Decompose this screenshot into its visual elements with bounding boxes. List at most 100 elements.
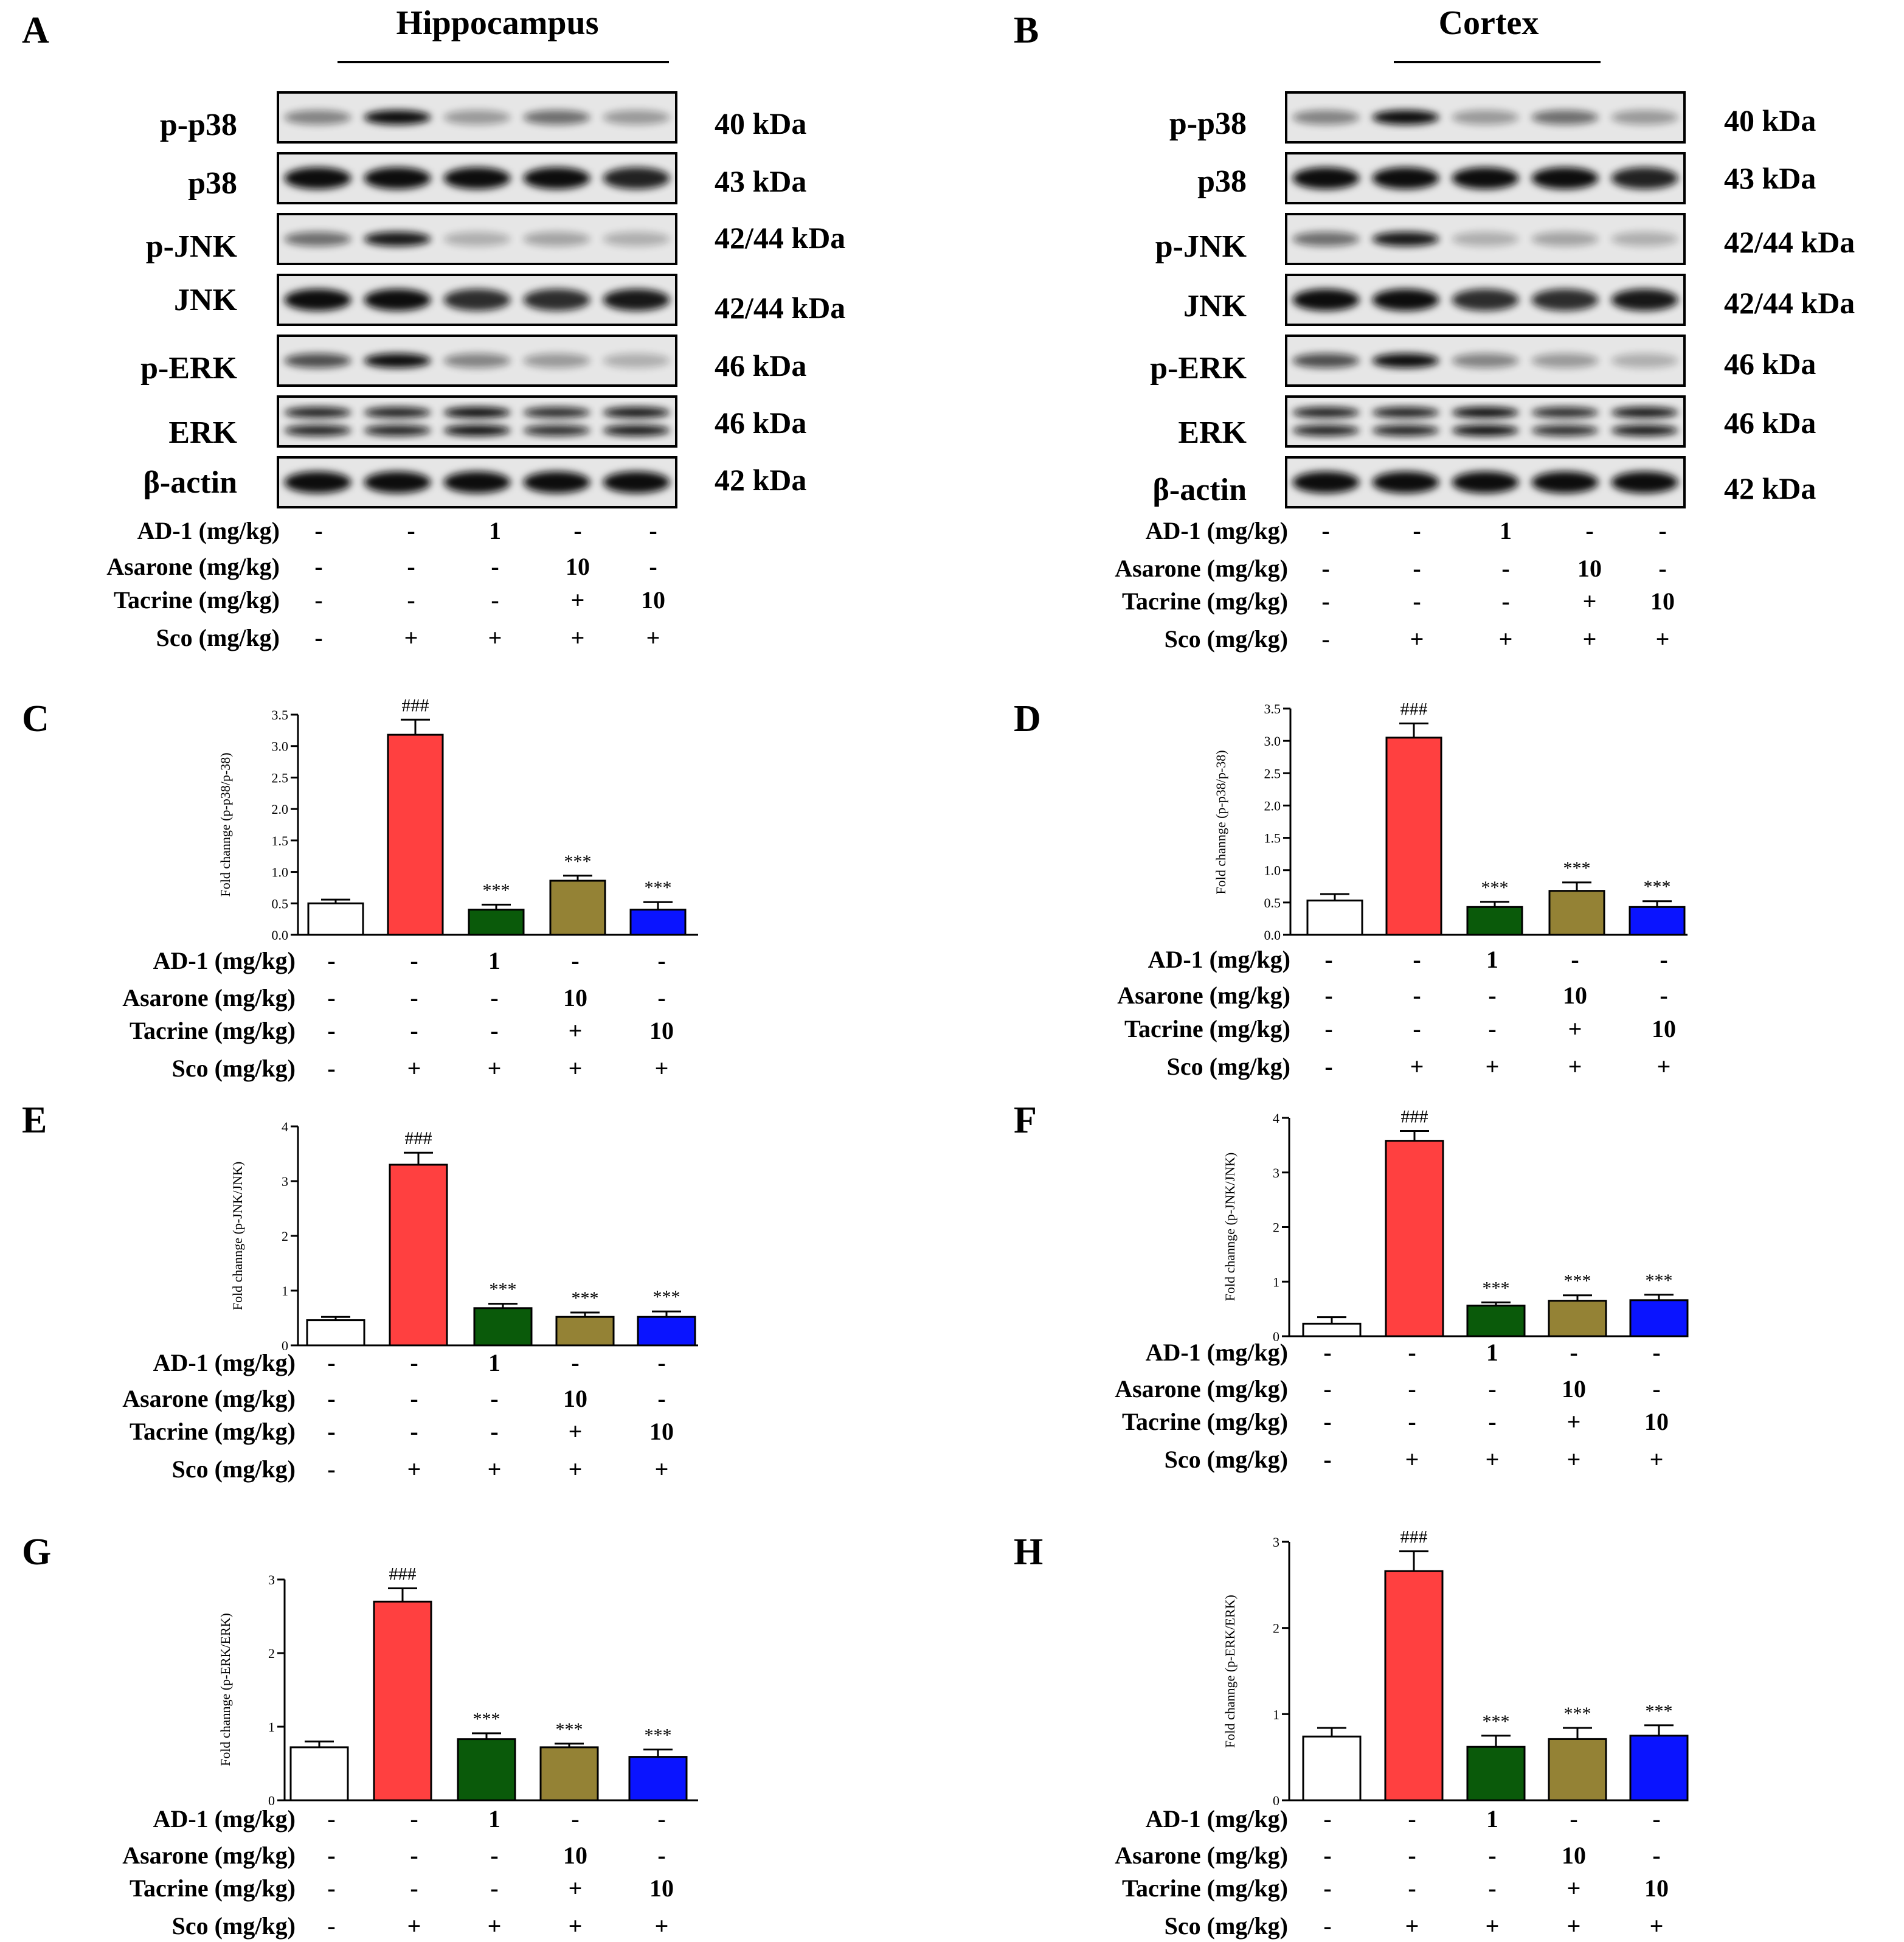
blot-band — [443, 471, 511, 493]
band-label: p-p38 — [1169, 106, 1247, 141]
blot-strip — [277, 395, 677, 448]
condition-label: Asarone (mg/kg) — [106, 553, 280, 580]
condition-value: - — [327, 984, 335, 1011]
bar — [628, 1756, 688, 1802]
condition-value: - — [657, 1805, 665, 1833]
y-tick-label: 1.5 — [272, 833, 289, 848]
condition-value: - — [327, 1418, 335, 1445]
condition-value: - — [1413, 1015, 1421, 1042]
panel-letter: A — [22, 10, 49, 51]
blot-band — [603, 471, 670, 493]
significance-label: ### — [405, 1128, 432, 1148]
blot-band — [1452, 110, 1519, 125]
condition-value: + — [488, 624, 502, 651]
condition-value: + — [1567, 1912, 1581, 1940]
y-tick-label: 2.5 — [1264, 766, 1281, 781]
condition-value: - — [1323, 1912, 1331, 1940]
bar — [1466, 1305, 1526, 1337]
condition-value: - — [1488, 982, 1496, 1009]
condition-value: - — [1324, 946, 1332, 973]
bar — [1466, 1746, 1526, 1802]
condition-value: + — [1405, 1446, 1419, 1473]
panel-letter: H — [1014, 1531, 1043, 1573]
y-tick-label: 1 — [268, 1719, 275, 1735]
condition-value: - — [1571, 946, 1579, 973]
blot-band — [1531, 353, 1599, 368]
blot-band — [364, 289, 431, 311]
condition-value: 1 — [1486, 1339, 1498, 1366]
condition-value: - — [657, 984, 665, 1011]
y-tick-label: 2.0 — [272, 802, 289, 817]
condition-value: 10 — [1644, 1874, 1669, 1902]
condition-value: - — [314, 517, 322, 544]
condition-value: - — [571, 1805, 579, 1833]
condition-value: - — [1570, 1805, 1577, 1833]
condition-value: + — [488, 1912, 502, 1940]
blot-band — [1452, 232, 1519, 246]
y-axis-label: Fold channge (p-p38/p-38) — [1213, 750, 1228, 894]
bar — [1629, 1299, 1689, 1337]
condition-value: - — [1652, 1805, 1660, 1833]
condition-value: + — [1410, 625, 1424, 653]
y-tick-label: 1.0 — [272, 865, 289, 880]
chart-panel-f: F 0 1 2 3 4 Fold channge (p-JNK/JNK) ### *** *** *… — [1014, 1100, 1689, 1473]
band-label: JNK — [1183, 289, 1247, 324]
condition-value: 10 — [649, 1418, 674, 1445]
condition-label: Sco (mg/kg) — [156, 624, 280, 651]
condition-value: - — [327, 1385, 335, 1412]
significance-label: *** — [1646, 1271, 1673, 1291]
condition-value: + — [569, 1874, 583, 1902]
kda-label: 40 kDa — [715, 106, 806, 140]
blot-band — [1611, 353, 1678, 368]
panel-letter: B — [1014, 10, 1039, 51]
condition-value: - — [410, 947, 418, 974]
bar — [1385, 737, 1442, 936]
blot-band — [364, 425, 431, 436]
condition-value: - — [327, 1455, 335, 1483]
bar — [1466, 906, 1523, 936]
blot-row: p-p38 40 kDa — [160, 91, 806, 144]
y-tick-label: 1 — [282, 1283, 288, 1299]
condition-value: - — [410, 1418, 418, 1445]
blot-row: ERK 46 kDa — [168, 395, 806, 450]
panel-letter: C — [22, 698, 49, 740]
blot-band — [1531, 471, 1599, 493]
condition-label: Tacrine (mg/kg) — [130, 1874, 296, 1902]
blot-band — [603, 353, 670, 368]
condition-value: - — [1408, 1874, 1416, 1902]
condition-value: - — [410, 1842, 418, 1869]
bar — [307, 902, 364, 936]
significance-label: *** — [1564, 1704, 1591, 1724]
condition-value: 10 — [1563, 982, 1587, 1009]
blot-band — [1372, 232, 1439, 246]
chart-panel-g-conditions: AD-1 (mg/kg) - - 1 - - Asarone (mg/kg) - - - 10 - Ta… — [122, 1805, 674, 1940]
y-tick-label: 1.5 — [1264, 831, 1281, 846]
significance-label: ### — [389, 1564, 417, 1584]
chart-panel-h: H 0 1 2 3 Fold channge (p-ERK/ERK) ### *** *** **… — [1014, 1527, 1689, 1940]
blot-band — [284, 289, 351, 311]
condition-value: + — [1499, 625, 1513, 653]
y-axis-label: Fold channge (p-p38/p-38) — [218, 752, 233, 896]
kda-label: 42 kDa — [1724, 471, 1816, 505]
blot-row: β-actin 42 kDa — [144, 456, 806, 508]
blot-band — [284, 167, 351, 189]
condition-label: Tacrine (mg/kg) — [1122, 1874, 1288, 1902]
condition-value: - — [407, 553, 415, 580]
condition-value: + — [569, 1418, 583, 1445]
condition-value: - — [1660, 982, 1667, 1009]
y-tick-label: 4 — [282, 1119, 288, 1134]
condition-value: - — [1488, 1015, 1496, 1042]
blot-panel-b: B Cortex p-p38 40 kDa p38 43 kDa p-JNK 42/44 kD… — [1014, 4, 1855, 653]
blot-row: p38 43 kDa — [188, 152, 806, 204]
condition-value: - — [1321, 625, 1329, 653]
condition-value: + — [1486, 1446, 1500, 1473]
significance-label: *** — [572, 1288, 599, 1308]
blot-band — [1452, 167, 1519, 189]
bar — [468, 909, 525, 936]
condition-value: + — [488, 1055, 502, 1082]
significance-label: *** — [556, 1719, 583, 1739]
condition-value: + — [1405, 1912, 1419, 1940]
bar — [1302, 1735, 1362, 1802]
significance-label: *** — [1483, 1711, 1510, 1732]
